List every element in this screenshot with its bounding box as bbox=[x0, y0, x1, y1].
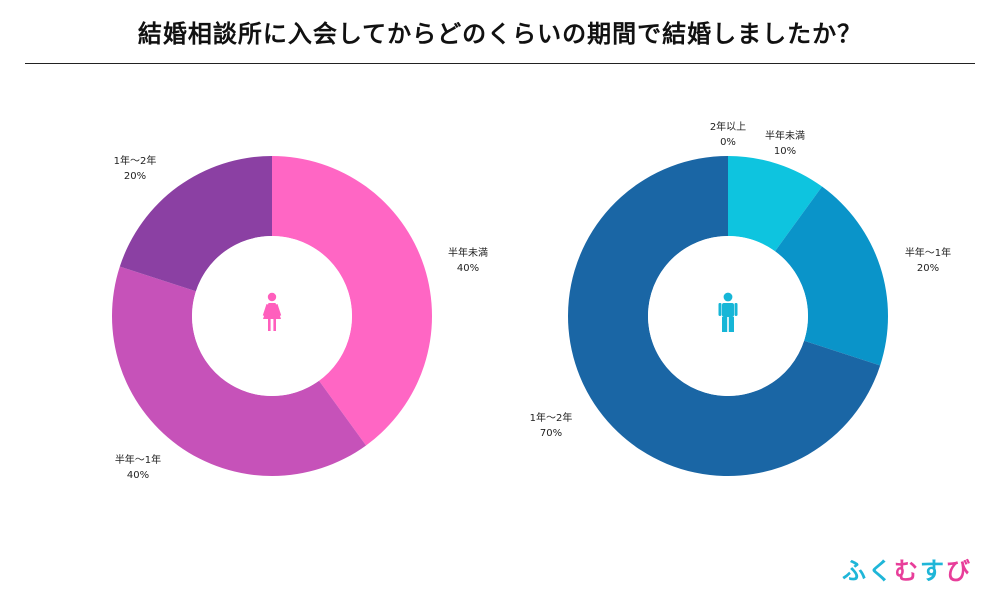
donut-slice bbox=[119, 156, 272, 292]
slice-percent: 10% bbox=[774, 146, 796, 157]
slice-label: 半年〜1年 40% bbox=[115, 453, 161, 481]
slice-category: 1年〜2年 bbox=[530, 411, 573, 424]
slice-category: 1年〜2年 bbox=[114, 154, 157, 167]
slice-label: 半年〜1年 20% bbox=[905, 246, 951, 274]
page-title: 結婚相談所に入会してからどのくらいの期間で結婚しましたか？ bbox=[137, 20, 863, 48]
man-icon bbox=[718, 292, 738, 332]
slice-label: 1年〜2年 70% bbox=[530, 411, 573, 439]
slice-label: 2年以上 0% bbox=[710, 120, 746, 148]
donut-slice bbox=[272, 156, 433, 446]
slice-percent: 20% bbox=[917, 263, 939, 274]
slice-category: 2年以上 bbox=[710, 120, 746, 133]
donut-slice bbox=[111, 266, 367, 477]
logo-char: む bbox=[894, 557, 920, 585]
slice-label: 半年未満 40% bbox=[448, 246, 488, 274]
brand-logo: ふくむすび bbox=[842, 551, 972, 586]
woman-icon bbox=[262, 292, 282, 331]
donut-slice bbox=[728, 156, 823, 252]
slice-category: 半年〜1年 bbox=[115, 453, 161, 466]
logo-char: び bbox=[946, 557, 972, 585]
slice-category: 半年未満 bbox=[448, 246, 488, 259]
slice-percent: 0% bbox=[720, 137, 736, 148]
slice-percent: 70% bbox=[540, 428, 562, 439]
slice-percent: 40% bbox=[127, 470, 149, 481]
logo-char: く bbox=[868, 557, 894, 585]
title-divider bbox=[25, 63, 975, 64]
slice-label: 半年未満 10% bbox=[765, 129, 805, 157]
donut-chart-2: 2年以上 0% 半年未満 10% 半年〜1年 20% 1年〜2年 70% bbox=[530, 120, 951, 476]
slice-label: 1年〜2年 20% bbox=[114, 154, 157, 182]
slice-category: 半年未満 bbox=[765, 129, 805, 142]
slice-percent: 20% bbox=[124, 171, 146, 182]
logo-char: ふ bbox=[842, 557, 868, 585]
slice-category: 半年〜1年 bbox=[905, 246, 951, 259]
donut-slice bbox=[775, 186, 888, 366]
donut-slice bbox=[568, 156, 881, 476]
slice-percent: 40% bbox=[457, 263, 479, 274]
logo-char: す bbox=[920, 557, 946, 585]
donut-chart-1: 半年未満 40% 半年〜1年 40% 1年〜2年 20% bbox=[111, 154, 488, 481]
